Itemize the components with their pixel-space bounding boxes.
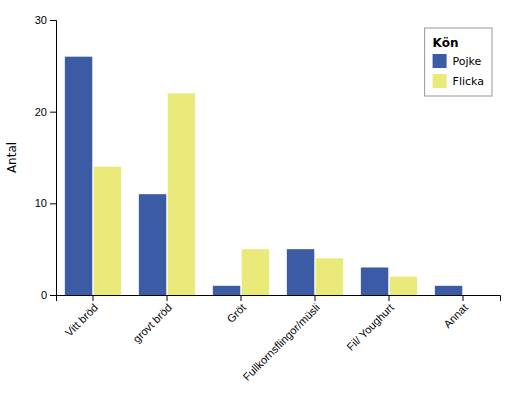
tick: Annat	[441, 295, 470, 330]
legend-swatch	[433, 74, 447, 88]
tick: 10	[35, 197, 56, 209]
legend-item: Flicka	[433, 74, 484, 88]
bar	[65, 57, 92, 295]
x-axis: Vitt bröd grovt bröd GrötFullkornsflingor/…	[57, 295, 501, 383]
tick-label: Annat	[441, 301, 470, 330]
series	[94, 93, 417, 295]
tick: grovt bröd	[130, 295, 174, 345]
axis-line	[50, 21, 57, 296]
tick: 20	[35, 106, 56, 118]
legend-frame	[425, 28, 492, 96]
tick-mark	[50, 20, 56, 21]
tick: Vitt bröd	[63, 295, 100, 339]
legend-label: Flicka	[453, 75, 484, 88]
legend: Kön Pojke Flicka	[425, 28, 492, 96]
bar	[390, 277, 417, 295]
tick-label: 10	[35, 197, 47, 209]
legend-label: Pojke	[453, 55, 482, 68]
tick-mark	[50, 295, 56, 296]
y-axis: 0 10 20 30	[35, 14, 57, 301]
tick-label: 20	[35, 106, 47, 118]
bar	[139, 194, 166, 295]
chart: 0 10 20 30 Vitt bröd grovt bröd GrötFullkornsf…	[0, 0, 520, 413]
tick-mark	[167, 295, 168, 301]
tick-mark	[93, 295, 94, 301]
tick: 0	[41, 289, 56, 301]
bar	[316, 258, 343, 295]
bar	[464, 295, 491, 296]
bar	[168, 93, 195, 295]
tick-mark	[241, 295, 242, 301]
tick-label: Vitt bröd	[63, 301, 100, 338]
bar	[287, 249, 314, 295]
bar	[94, 167, 121, 295]
axis-title: Antal	[5, 142, 19, 173]
bars	[65, 57, 462, 295]
tick-label: 30	[35, 14, 47, 26]
bar	[435, 286, 462, 295]
legend-title: Kön	[433, 36, 459, 50]
legend-swatch	[433, 54, 447, 68]
tick-label: 0	[41, 289, 47, 301]
tick-mark	[315, 295, 316, 301]
tick-mark	[50, 203, 56, 204]
tick: Gröt	[224, 295, 248, 325]
bar	[242, 249, 269, 295]
legend-item: Pojke	[433, 54, 482, 68]
series	[65, 57, 462, 295]
tick: 30	[35, 14, 56, 26]
tick-label: grovt bröd	[130, 301, 174, 345]
bar	[361, 268, 388, 296]
plot: 0 10 20 30 Vitt bröd grovt bröd GrötFullkornsf…	[5, 14, 501, 383]
tick-label: Fil/ Youghurt	[344, 301, 396, 353]
bar	[213, 286, 240, 295]
tick-label: Fullkornsflingor/müsli	[240, 301, 322, 383]
tick: Fil/ Youghurt	[344, 295, 396, 353]
tick-mark	[389, 295, 390, 301]
tick-label: Gröt	[224, 301, 248, 325]
tick-mark	[50, 112, 56, 113]
axis-line	[57, 296, 501, 302]
tick: Fullkornsflingor/müsli	[240, 295, 322, 383]
tick-mark	[463, 295, 464, 301]
